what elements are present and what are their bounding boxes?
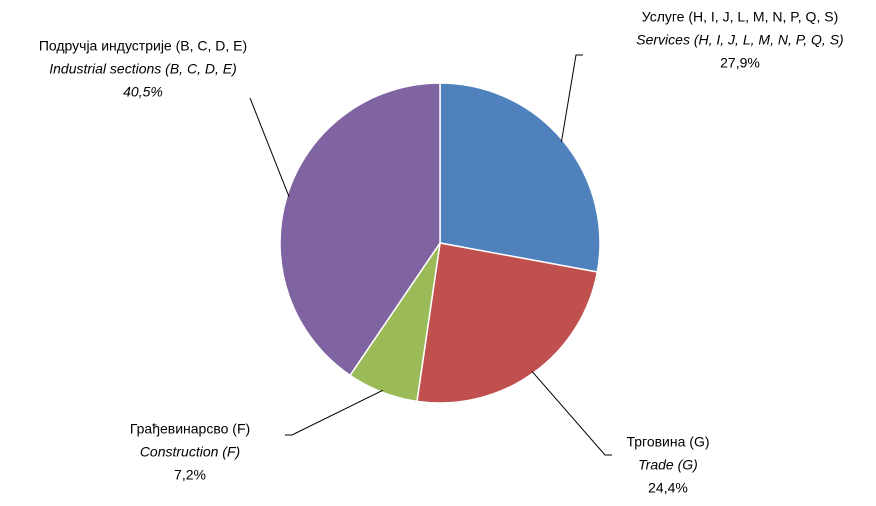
leader-line	[249, 97, 290, 197]
leader-line	[531, 371, 612, 456]
slice-label-en: Trade (G)	[638, 457, 698, 473]
leader-line	[285, 389, 383, 436]
pie-slice	[279, 82, 441, 377]
value-label: 24,4%	[648, 480, 688, 496]
pie-slice	[439, 82, 601, 273]
value-label: 27,9%	[720, 55, 760, 71]
slice-label: Грађевинарсво (F)	[130, 421, 250, 437]
slice-label: Подручја индустрије (B, C, D, E)	[39, 38, 247, 54]
slice-label-en: Services (H, I, J, L, M, N, P, Q, S)	[636, 32, 843, 48]
leader-line	[560, 54, 583, 142]
pie-slice	[416, 242, 599, 404]
slice-label: Услуге (H, I, J, L, M, N, P, Q, S)	[642, 9, 838, 25]
slice-label: Трговина (G)	[626, 434, 709, 450]
slice-label-en: Construction (F)	[140, 444, 240, 460]
value-label: 40,5%	[123, 84, 163, 100]
slice-label-en: Industrial sections (B, C, D, E)	[49, 61, 237, 77]
value-label: 7,2%	[174, 467, 206, 483]
